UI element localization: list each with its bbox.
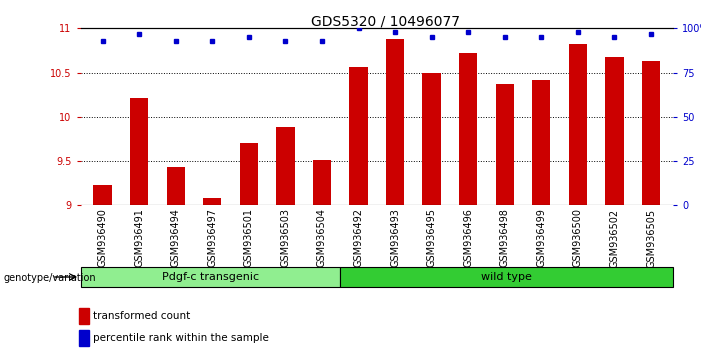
Bar — [313, 160, 331, 205]
Text: GSM936505: GSM936505 — [646, 209, 656, 268]
Bar — [532, 80, 550, 205]
Text: GSM936502: GSM936502 — [609, 209, 620, 268]
Bar — [203, 198, 222, 205]
Text: GSM936491: GSM936491 — [134, 209, 144, 267]
Text: percentile rank within the sample: percentile rank within the sample — [93, 333, 269, 343]
Bar — [240, 143, 258, 205]
Bar — [79, 308, 89, 324]
Bar — [606, 57, 624, 205]
Bar — [276, 127, 294, 205]
Bar — [93, 185, 111, 205]
Text: Pdgf-c transgenic: Pdgf-c transgenic — [162, 272, 259, 282]
Bar — [459, 53, 477, 205]
Bar — [496, 84, 514, 205]
Bar — [167, 167, 185, 205]
Bar — [386, 39, 404, 205]
Bar — [340, 267, 673, 287]
Text: GSM936497: GSM936497 — [207, 209, 217, 267]
Text: GSM936504: GSM936504 — [317, 209, 327, 267]
Text: GSM936495: GSM936495 — [427, 209, 437, 267]
Bar — [349, 67, 367, 205]
Bar — [642, 61, 660, 205]
Text: GSM936498: GSM936498 — [500, 209, 510, 267]
Bar — [130, 98, 148, 205]
Text: GSM936501: GSM936501 — [244, 209, 254, 267]
Text: GSM936492: GSM936492 — [353, 209, 364, 267]
Bar — [423, 73, 441, 205]
Text: transformed count: transformed count — [93, 311, 191, 321]
Text: GSM936490: GSM936490 — [97, 209, 107, 267]
Text: GSM936499: GSM936499 — [536, 209, 546, 267]
Bar — [569, 44, 587, 205]
Text: GSM936493: GSM936493 — [390, 209, 400, 267]
Text: GSM936500: GSM936500 — [573, 209, 583, 267]
Bar — [79, 330, 89, 346]
Bar — [81, 267, 340, 287]
Text: GSM936503: GSM936503 — [280, 209, 290, 267]
Text: wild type: wild type — [481, 272, 532, 282]
Text: GSM936496: GSM936496 — [463, 209, 473, 267]
Text: GSM936494: GSM936494 — [170, 209, 181, 267]
Text: GDS5320 / 10496077: GDS5320 / 10496077 — [311, 14, 460, 28]
Text: genotype/variation: genotype/variation — [4, 273, 96, 283]
